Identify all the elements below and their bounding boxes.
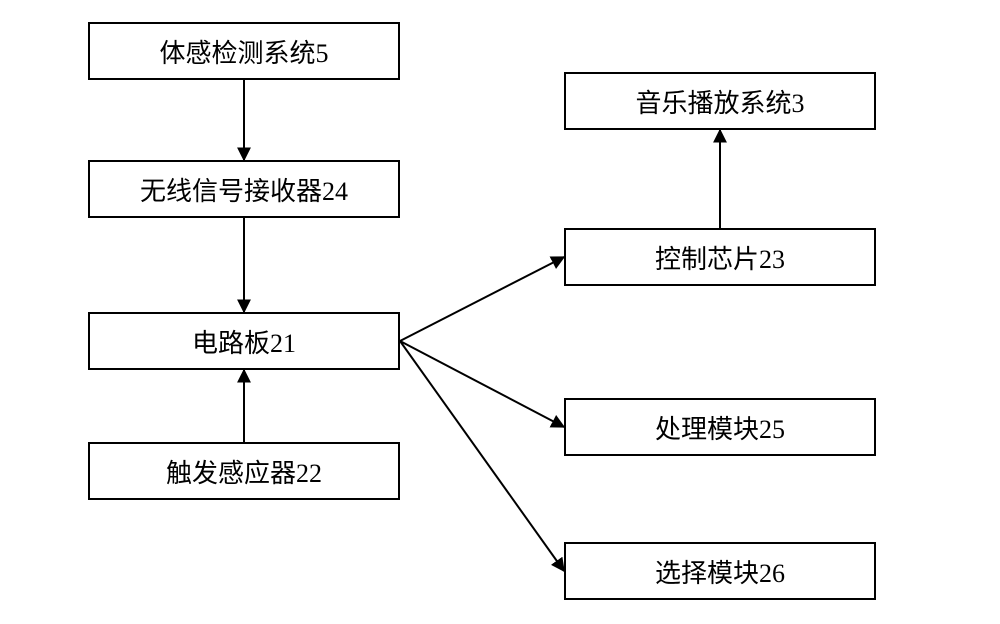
node-n25: 处理模块25 xyxy=(564,398,876,456)
node-n24: 无线信号接收器24 xyxy=(88,160,400,218)
node-label: 控制芯片23 xyxy=(655,239,785,276)
node-n26: 选择模块26 xyxy=(564,542,876,600)
edge-n21-n23 xyxy=(400,257,564,341)
node-label: 无线信号接收器24 xyxy=(140,171,348,208)
node-label: 音乐播放系统3 xyxy=(635,83,804,120)
edge-n21-n25 xyxy=(400,341,564,427)
node-n21: 电路板21 xyxy=(88,312,400,370)
edge-n21-n26 xyxy=(400,341,564,571)
node-n3: 音乐播放系统3 xyxy=(564,72,876,130)
node-label: 体感检测系统5 xyxy=(159,33,328,70)
diagram-canvas: 体感检测系统5 无线信号接收器24 电路板21 触发感应器22 音乐播放系统3 控制芯片2… xyxy=(0,0,1000,624)
node-n22: 触发感应器22 xyxy=(88,442,400,500)
node-label: 处理模块25 xyxy=(655,409,785,446)
node-n5: 体感检测系统5 xyxy=(88,22,400,80)
node-label: 触发感应器22 xyxy=(166,453,322,490)
node-label: 选择模块26 xyxy=(655,553,785,590)
node-label: 电路板21 xyxy=(192,323,296,360)
node-n23: 控制芯片23 xyxy=(564,228,876,286)
